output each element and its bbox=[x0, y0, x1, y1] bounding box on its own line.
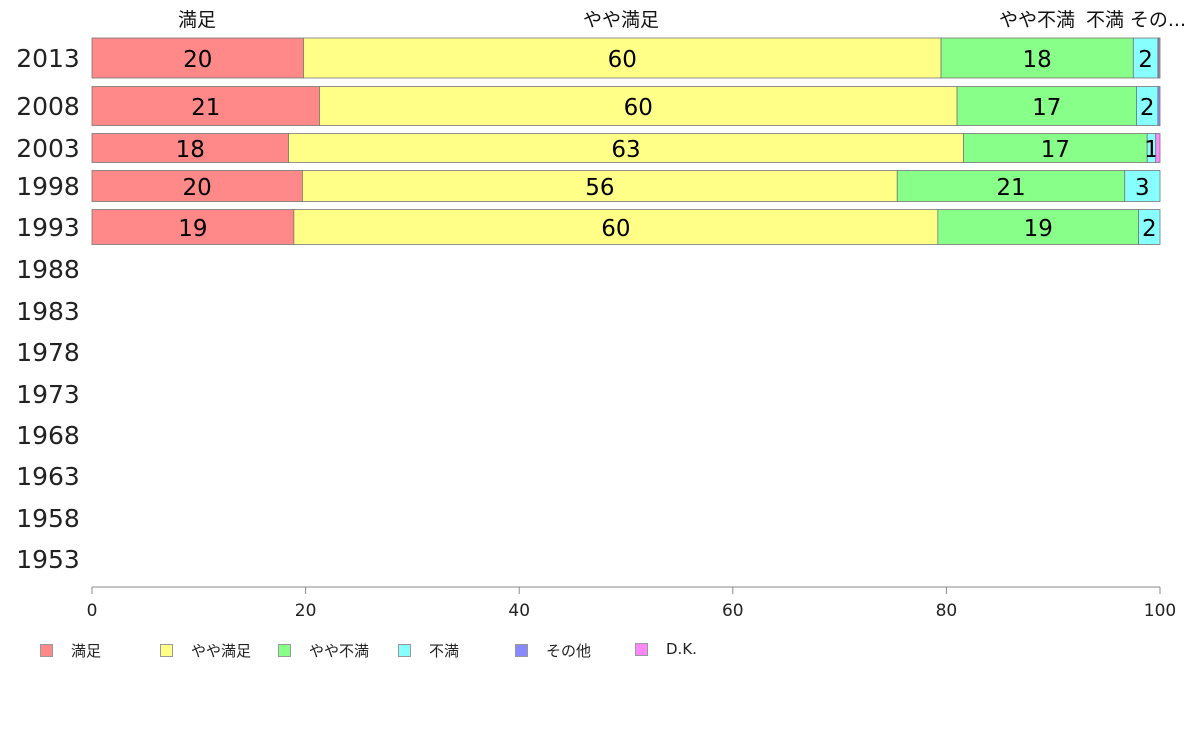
legend-item: やや満足 bbox=[160, 640, 251, 661]
legend-item: 不満 bbox=[398, 640, 459, 661]
y-tick-label: 1953 bbox=[16, 545, 80, 574]
bar-segment bbox=[1138, 209, 1161, 245]
data-label: 3 bbox=[1135, 175, 1150, 201]
y-tick-label: 2013 bbox=[16, 44, 80, 73]
y-tick-label: 1998 bbox=[16, 172, 80, 201]
legend-item: D.K. bbox=[635, 640, 697, 658]
data-label: 20 bbox=[183, 47, 212, 73]
top-category-label: やや満足 bbox=[583, 9, 659, 31]
bar-segment bbox=[319, 86, 958, 126]
y-tick-label: 1973 bbox=[16, 380, 80, 409]
x-tick-label: 80 bbox=[936, 601, 958, 621]
legend-swatch bbox=[398, 644, 411, 657]
data-label: 18 bbox=[176, 137, 205, 163]
data-label: 60 bbox=[601, 216, 630, 242]
top-category-label: 満足 bbox=[178, 9, 216, 31]
bar-segment bbox=[303, 37, 942, 79]
bar-segment bbox=[896, 170, 1126, 202]
bar-segment bbox=[288, 133, 964, 163]
y-tick-label: 1993 bbox=[16, 213, 80, 242]
bar-segment bbox=[91, 86, 320, 126]
data-label: 21 bbox=[996, 175, 1025, 201]
bar-segment bbox=[301, 170, 898, 202]
legend-label: 満足 bbox=[71, 642, 102, 660]
bar-segment bbox=[1158, 37, 1161, 79]
x-tick-label: 20 bbox=[295, 601, 317, 621]
bar-segment bbox=[91, 37, 304, 79]
legend-swatch bbox=[278, 644, 291, 657]
data-label: 60 bbox=[624, 95, 653, 121]
bar-segment bbox=[956, 86, 1137, 126]
legend-label: その他 bbox=[546, 642, 592, 660]
data-label: 56 bbox=[585, 175, 614, 201]
legend-swatch bbox=[635, 642, 648, 656]
bar-segment bbox=[293, 209, 939, 245]
x-tick-label: 0 bbox=[87, 601, 98, 621]
y-tick-label: 1968 bbox=[16, 421, 80, 450]
data-label: 1 bbox=[1144, 137, 1159, 163]
bar-segment bbox=[937, 209, 1140, 245]
legend-label: やや満足 bbox=[191, 642, 252, 660]
legend-item: その他 bbox=[515, 640, 591, 661]
x-tick-label: 60 bbox=[722, 601, 744, 621]
bar-segment bbox=[963, 133, 1148, 163]
x-tick-label: 100 bbox=[1144, 601, 1176, 621]
x-tick-label: 40 bbox=[508, 601, 530, 621]
y-tick-label: 2008 bbox=[16, 92, 80, 121]
y-tick-label: 2003 bbox=[16, 134, 80, 163]
data-label: 60 bbox=[608, 47, 637, 73]
top-category-label: 不満 bbox=[1086, 9, 1124, 31]
legend-label: 不満 bbox=[429, 642, 460, 660]
y-tick-label: 1958 bbox=[16, 504, 80, 533]
data-label: 17 bbox=[1032, 95, 1061, 121]
bar-segment bbox=[940, 37, 1134, 79]
legend-item: やや不満 bbox=[278, 640, 369, 661]
data-label: 2 bbox=[1138, 47, 1153, 73]
legend-item: 満足 bbox=[40, 640, 101, 661]
top-category-label: やや不満 bbox=[999, 9, 1075, 31]
data-label: 20 bbox=[183, 175, 212, 201]
legend-label: やや不満 bbox=[309, 642, 370, 660]
bar-segment bbox=[1155, 133, 1161, 163]
bar-segment bbox=[91, 209, 295, 245]
y-tick-label: 1978 bbox=[16, 338, 80, 367]
data-label: 2 bbox=[1142, 216, 1157, 242]
data-label: 21 bbox=[191, 95, 220, 121]
bar-segment bbox=[91, 170, 303, 202]
legend-swatch bbox=[160, 644, 173, 657]
data-label: 2 bbox=[1140, 95, 1155, 121]
legend-swatch bbox=[40, 644, 53, 657]
bar-segment bbox=[91, 133, 289, 163]
data-label: 18 bbox=[1023, 47, 1052, 73]
data-label: 19 bbox=[1024, 216, 1053, 242]
y-tick-label: 1983 bbox=[16, 297, 80, 326]
bar-segment bbox=[1124, 170, 1161, 202]
legend-label: D.K. bbox=[666, 640, 697, 658]
data-label: 63 bbox=[611, 137, 640, 163]
data-label: 19 bbox=[178, 216, 207, 242]
legend-swatch bbox=[515, 644, 528, 657]
data-label: 17 bbox=[1041, 137, 1070, 163]
bar-segment bbox=[1157, 86, 1161, 126]
y-tick-label: 1988 bbox=[16, 255, 80, 284]
top-category-label: その... bbox=[1130, 9, 1186, 31]
y-tick-label: 1963 bbox=[16, 462, 80, 491]
